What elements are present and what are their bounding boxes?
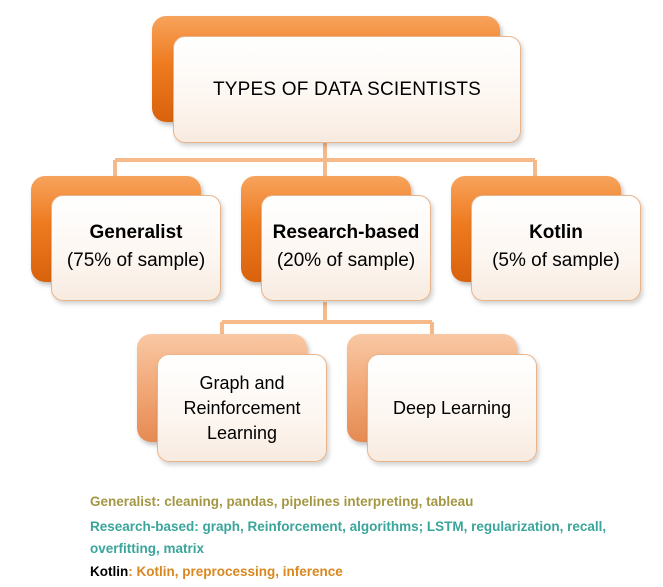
graph-reinforcement-node: Graph and Reinforcement Learning [157, 354, 327, 462]
research-based-share: (20% of sample) [276, 250, 416, 271]
graph-label-line-2: Reinforcement [183, 397, 301, 418]
legend-kotlin: Kotlin: Kotlin, preprocessing, inference [90, 561, 343, 583]
research-based-node: Research-based (20% of sample) [261, 195, 431, 301]
generalist-share: (75% of sample) [66, 250, 206, 271]
deep-learning-node: Deep Learning [367, 354, 537, 462]
graph-label-line-1: Graph and [199, 372, 285, 393]
legend-research-based: Research-based: graph, Reinforcement, al… [90, 519, 607, 556]
legend-kotlin-rest: : Kotlin, preprocessing, inference [128, 564, 343, 579]
graph-label-line-3: Learning [206, 422, 278, 443]
generalist-name: Generalist [89, 222, 183, 243]
kotlin-name: Kotlin [529, 222, 583, 243]
legend-generalist: Generalist: cleaning, pandas, pipelines … [90, 494, 474, 509]
legend-kotlin-prefix: Kotlin [90, 564, 129, 579]
kotlin-node: Kotlin (5% of sample) [471, 195, 641, 301]
kotlin-share: (5% of sample) [492, 250, 620, 271]
deep-learning-label: Deep Learning [392, 397, 512, 418]
generalist-node: Generalist (75% of sample) [51, 195, 221, 301]
root-node: TYPES OF DATA SCIENTISTS [173, 36, 521, 143]
root-node-label: TYPES OF DATA SCIENTISTS [212, 78, 482, 100]
research-based-name: Research-based [272, 222, 420, 243]
